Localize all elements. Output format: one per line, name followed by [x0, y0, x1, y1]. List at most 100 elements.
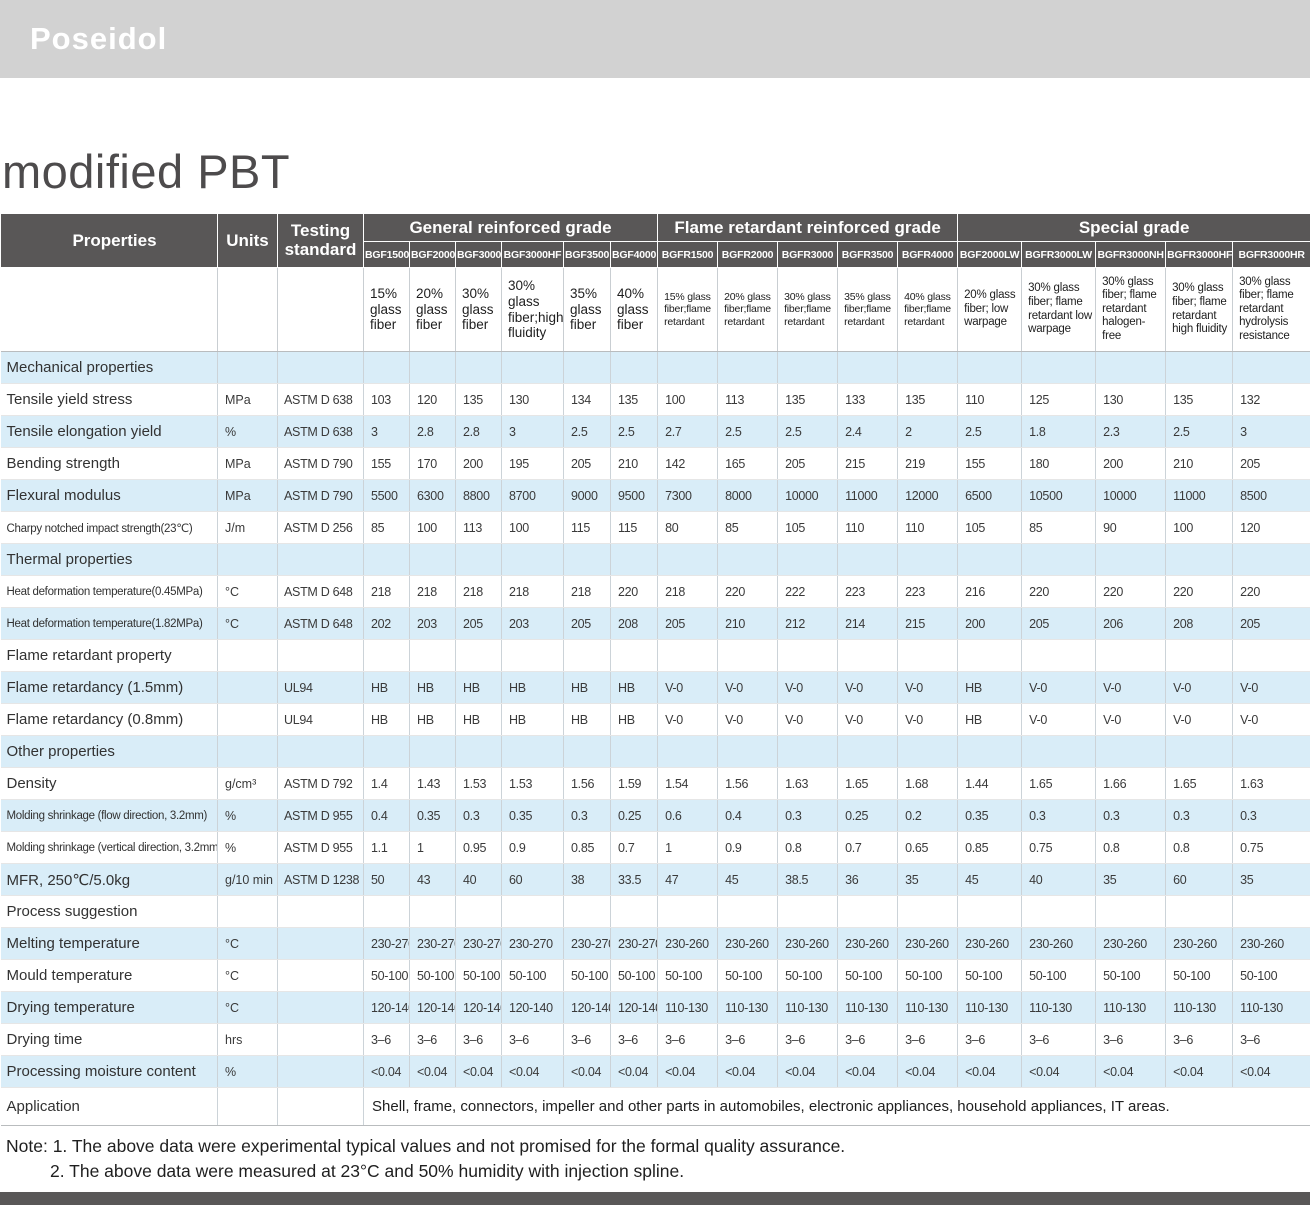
value-cell: 50-100	[897, 959, 959, 992]
value-cell: 103	[363, 383, 410, 416]
unit-cell: J/m	[217, 511, 278, 544]
value-cell: 0.8	[1165, 831, 1234, 864]
section-row: Flame retardant property	[0, 639, 1310, 672]
value-cell: 60	[1165, 863, 1234, 896]
value-cell: 180	[1021, 447, 1097, 480]
unit-cell: %	[217, 415, 278, 448]
standard-cell: ASTM D 955	[277, 831, 364, 864]
standard-cell	[277, 1055, 364, 1088]
unit-cell: °C	[217, 927, 278, 960]
value-cell: 219	[897, 447, 959, 480]
value-cell: 38	[563, 863, 611, 896]
value-cell: 230-260	[777, 927, 839, 960]
value-cell: <0.04	[610, 1055, 659, 1088]
value-cell: 0.3	[455, 799, 502, 832]
value-cell: 110	[837, 511, 899, 544]
value-cell: 40	[455, 863, 502, 896]
grade-description: 40% glass fiber	[610, 267, 659, 352]
value-cell: 120	[1232, 511, 1310, 544]
value-cell: 2.7	[657, 415, 719, 448]
value-cell: 7300	[657, 479, 719, 512]
value-cell	[563, 351, 611, 384]
grade-header-bgfr3000nh: BGFR3000NH	[1095, 241, 1167, 268]
value-cell: 85	[363, 511, 410, 544]
value-cell: 0.35	[957, 799, 1023, 832]
value-cell: 0.25	[610, 799, 659, 832]
value-cell: 1.8	[1021, 415, 1097, 448]
value-cell	[1095, 895, 1167, 928]
unit-cell	[217, 703, 278, 736]
value-cell: 50-100	[501, 959, 564, 992]
value-cell: 130	[1095, 383, 1167, 416]
grade-header-bgf2000: BGF2000	[409, 241, 456, 268]
value-cell	[717, 639, 779, 672]
value-cell: HB	[957, 671, 1023, 704]
value-cell: 218	[363, 575, 410, 608]
value-cell: 45	[957, 863, 1023, 896]
description-empty-cell	[277, 267, 364, 352]
spec-table-body: Mechanical properties Tensile yield stres…	[0, 351, 1310, 1126]
value-cell: 50-100	[409, 959, 456, 992]
property-label: Drying temperature	[0, 991, 218, 1024]
value-cell: 0.35	[409, 799, 456, 832]
value-cell: 218	[563, 575, 611, 608]
value-cell	[657, 735, 719, 768]
value-cell: 230-270	[563, 927, 611, 960]
standard-cell: ASTM D 638	[277, 383, 364, 416]
unit-cell: g/10 min	[217, 863, 278, 896]
value-cell: 105	[777, 511, 839, 544]
value-cell	[1021, 351, 1097, 384]
standard-cell: UL94	[277, 703, 364, 736]
data-row: Mould temperature °C 50-100 50-100 50-100 50-…	[0, 959, 1310, 992]
value-cell: 3–6	[610, 1023, 659, 1056]
property-label: Other properties	[0, 735, 218, 768]
value-cell: <0.04	[717, 1055, 779, 1088]
standard-cell: ASTM D 648	[277, 575, 364, 608]
value-cell	[717, 351, 779, 384]
testing-standard-header: Testing standard	[277, 213, 364, 268]
value-cell: 165	[717, 447, 779, 480]
value-cell: 45	[717, 863, 779, 896]
value-cell: <0.04	[1095, 1055, 1167, 1088]
brand-logo: Poseidol	[30, 21, 168, 56]
value-cell: 216	[957, 575, 1023, 608]
value-cell: 135	[897, 383, 959, 416]
unit-cell: °C	[217, 959, 278, 992]
value-cell: 3–6	[501, 1023, 564, 1056]
value-cell: 110	[897, 511, 959, 544]
property-label: Flame retardancy (1.5mm)	[0, 671, 218, 704]
value-cell	[1021, 895, 1097, 928]
value-cell: 50-100	[1232, 959, 1310, 992]
standard-cell: ASTM D 648	[277, 607, 364, 640]
value-cell: 230-260	[717, 927, 779, 960]
property-label: Melting temperature	[0, 927, 218, 960]
grade-header-bgfr3000lw: BGFR3000LW	[1021, 241, 1097, 268]
value-cell: V-0	[717, 671, 779, 704]
value-cell	[1095, 351, 1167, 384]
value-cell	[1165, 895, 1234, 928]
value-cell: 0.35	[501, 799, 564, 832]
value-cell: V-0	[1165, 703, 1234, 736]
value-cell	[455, 543, 502, 576]
standard-cell	[277, 895, 364, 928]
value-cell: 135	[610, 383, 659, 416]
unit-cell	[217, 543, 278, 576]
value-cell: HB	[409, 671, 456, 704]
value-cell: 0.3	[777, 799, 839, 832]
grade-description: 30% glass fiber;high fluidity	[501, 267, 564, 352]
value-cell: 85	[1021, 511, 1097, 544]
value-cell	[657, 639, 719, 672]
value-cell: 2.4	[837, 415, 899, 448]
value-cell: 230-260	[657, 927, 719, 960]
value-cell: 110-130	[957, 991, 1023, 1024]
value-cell: 0.8	[777, 831, 839, 864]
unit-cell: °C	[217, 991, 278, 1024]
value-cell	[610, 895, 659, 928]
value-cell: HB	[563, 703, 611, 736]
value-cell	[957, 543, 1023, 576]
value-cell: 1.63	[777, 767, 839, 800]
value-cell	[897, 735, 959, 768]
standard-cell	[277, 991, 364, 1024]
value-cell	[563, 543, 611, 576]
value-cell: 1.1	[363, 831, 410, 864]
